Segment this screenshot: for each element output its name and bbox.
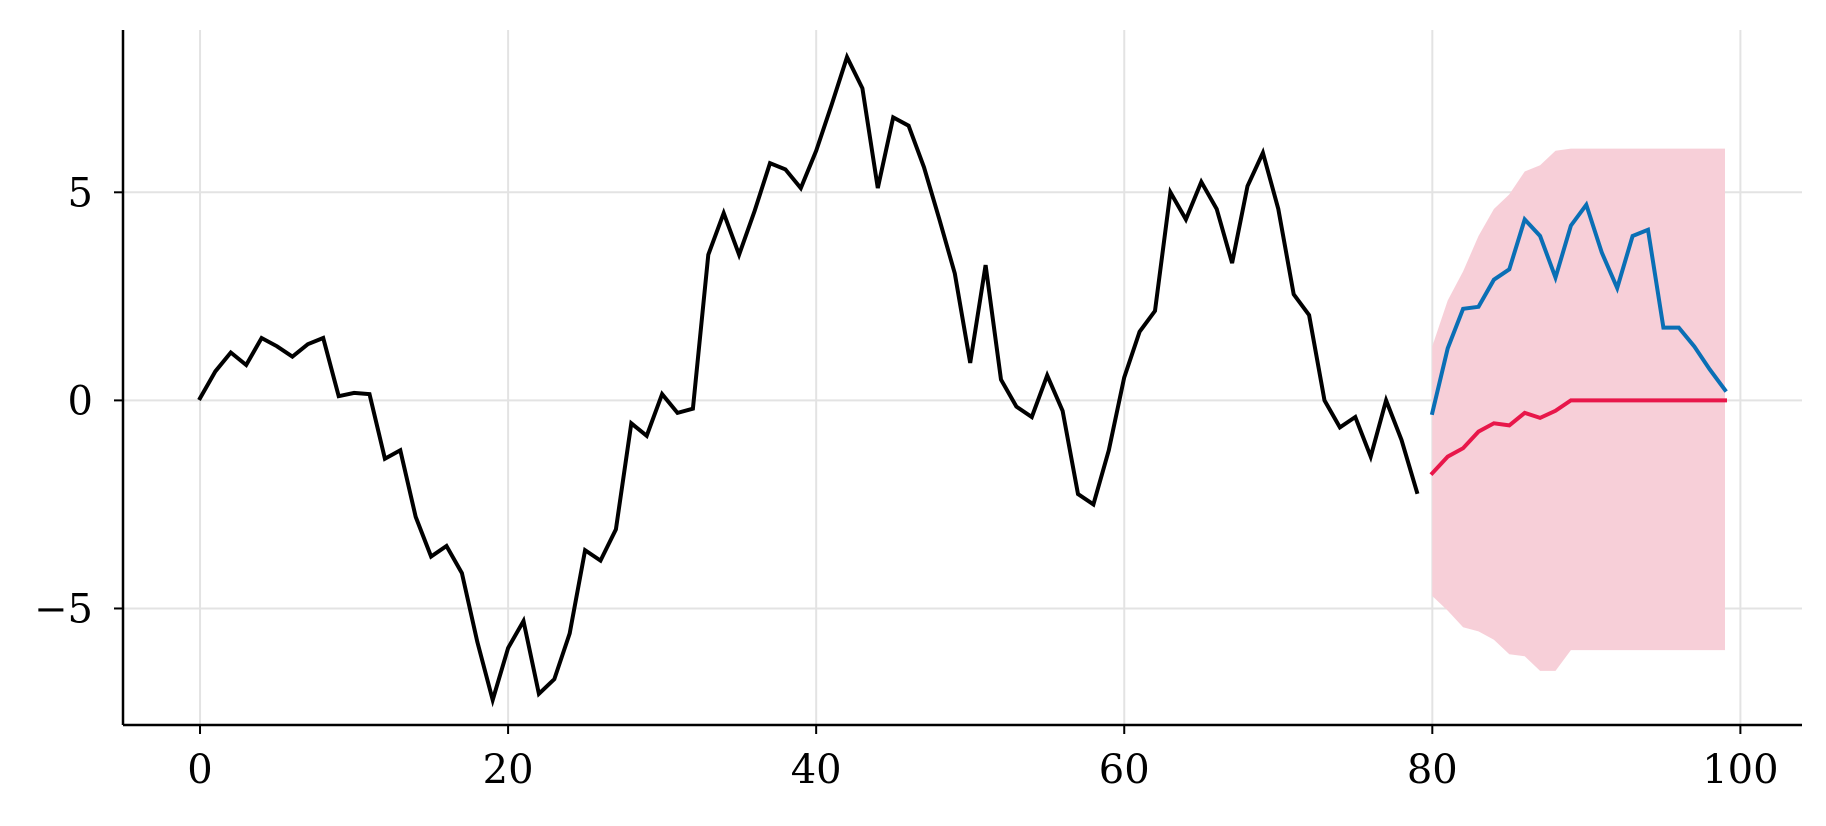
sample-path-line	[1429, 200, 1728, 416]
y-tick-label: 0	[68, 378, 93, 424]
forecast-mean-line	[1429, 398, 1727, 477]
x-axis-ticks: 0 20 40 60 80 100	[187, 725, 1779, 793]
x-tick-label: 40	[791, 747, 842, 793]
forecast-interval-band	[1432, 148, 1725, 671]
observed-line	[197, 51, 1420, 708]
x-tick-label: 80	[1407, 747, 1458, 793]
series-lines	[197, 51, 1728, 708]
x-tick-label: 20	[483, 747, 534, 793]
forecast-band	[1432, 148, 1725, 671]
x-tick-label: 0	[187, 747, 212, 793]
x-tick-label: 100	[1702, 747, 1778, 793]
y-axis-ticks: −5 0 5	[34, 170, 123, 632]
y-tick-label: 5	[68, 170, 93, 216]
x-tick-label: 60	[1099, 747, 1150, 793]
y-tick-label: −5	[34, 586, 93, 632]
